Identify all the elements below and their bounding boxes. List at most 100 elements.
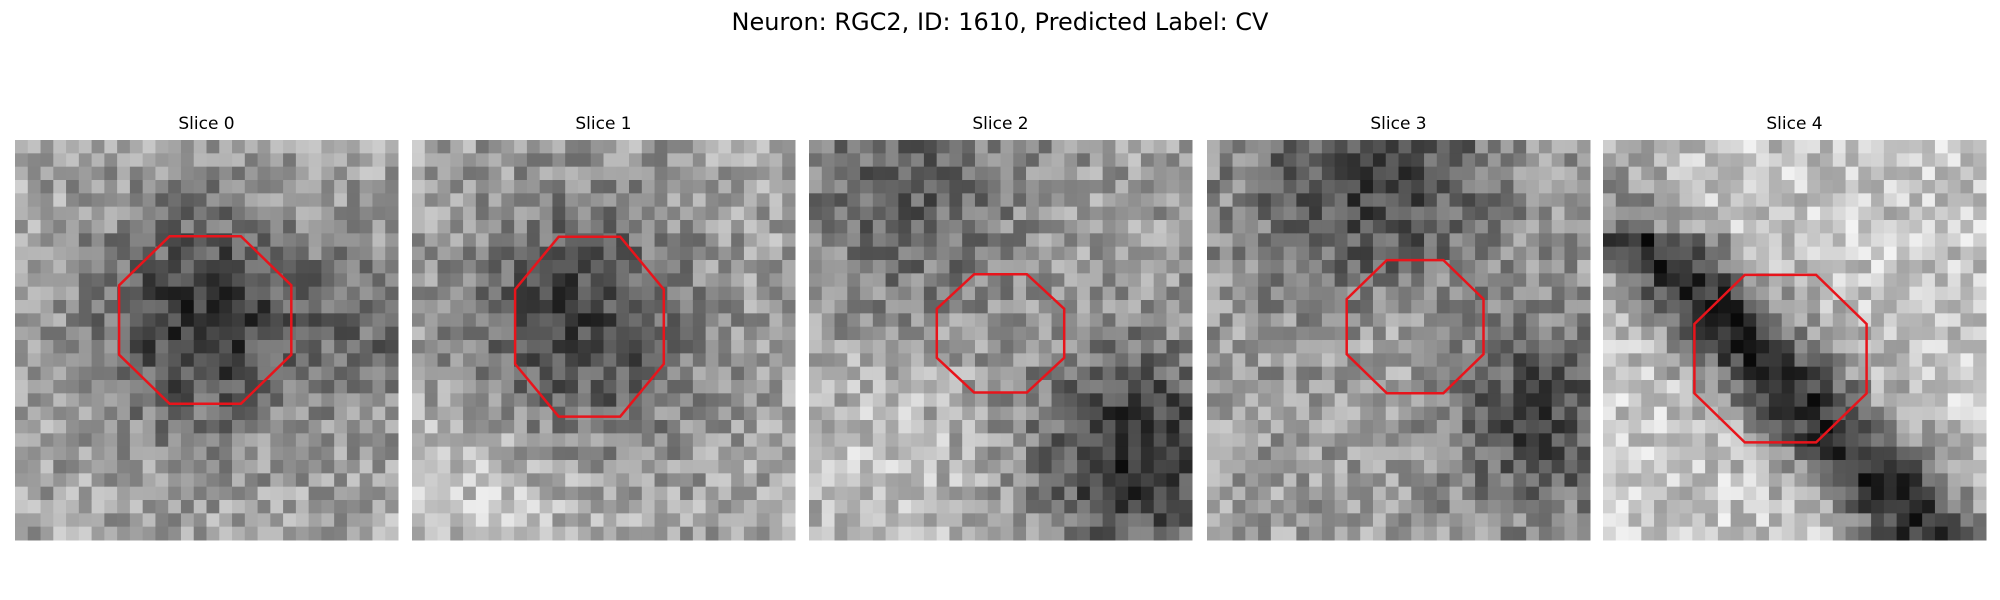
pixel bbox=[1115, 366, 1129, 381]
pixel bbox=[437, 380, 451, 394]
pixel bbox=[1309, 420, 1323, 434]
pixel bbox=[463, 273, 477, 288]
pixel bbox=[488, 246, 502, 261]
pixel bbox=[1922, 220, 1936, 234]
pixel bbox=[1064, 353, 1078, 368]
pixel bbox=[1270, 273, 1285, 288]
pixel bbox=[1922, 193, 1936, 208]
pixel bbox=[1258, 473, 1272, 488]
pixel bbox=[1487, 473, 1502, 488]
pixel bbox=[334, 353, 348, 368]
pixel bbox=[1128, 433, 1142, 448]
pixel bbox=[962, 193, 976, 208]
pixel bbox=[27, 380, 42, 394]
pixel bbox=[40, 246, 54, 261]
pixel bbox=[1372, 486, 1387, 501]
pixel bbox=[1462, 473, 1476, 488]
pixel bbox=[1064, 326, 1078, 341]
pixel bbox=[1219, 460, 1234, 474]
pixel bbox=[501, 313, 515, 328]
pixel bbox=[27, 300, 42, 314]
pixel bbox=[616, 300, 630, 314]
pixel bbox=[1654, 460, 1668, 474]
pixel bbox=[872, 313, 887, 328]
pixel bbox=[142, 326, 156, 341]
pixel bbox=[412, 340, 426, 354]
pixel bbox=[629, 460, 643, 474]
pixel bbox=[257, 460, 271, 474]
pixel bbox=[1832, 460, 1847, 474]
pixel bbox=[475, 513, 490, 528]
pixel bbox=[1140, 353, 1155, 368]
pixel bbox=[1615, 300, 1630, 314]
pixel bbox=[1283, 460, 1297, 474]
pixel bbox=[475, 313, 490, 328]
pixel bbox=[488, 153, 502, 168]
pixel bbox=[1551, 206, 1565, 221]
pixel bbox=[1089, 433, 1104, 448]
pixel bbox=[1947, 460, 1961, 474]
slice-image bbox=[1603, 140, 1987, 541]
pixel bbox=[1743, 460, 1757, 474]
pixel bbox=[923, 460, 938, 474]
pixel bbox=[1615, 513, 1630, 528]
pixel bbox=[27, 460, 42, 474]
pixel bbox=[1089, 233, 1104, 248]
pixel bbox=[809, 393, 823, 408]
pixel bbox=[385, 380, 399, 394]
pixel bbox=[1296, 486, 1310, 501]
pixel bbox=[847, 420, 861, 434]
pixel bbox=[142, 473, 156, 488]
pixel bbox=[860, 473, 874, 488]
pixel bbox=[1089, 300, 1104, 314]
pixel bbox=[1500, 313, 1514, 328]
pixel bbox=[334, 166, 348, 181]
pixel bbox=[193, 246, 207, 261]
pixel bbox=[603, 313, 617, 328]
pixel bbox=[1219, 166, 1234, 181]
pixel bbox=[1654, 380, 1668, 394]
pixel bbox=[308, 526, 322, 541]
pixel bbox=[1334, 366, 1348, 381]
pixel bbox=[1398, 206, 1412, 221]
pixel bbox=[1321, 446, 1336, 461]
pixel bbox=[1347, 513, 1361, 528]
pixel bbox=[283, 153, 297, 168]
pixel bbox=[1334, 206, 1348, 221]
pixel bbox=[1934, 233, 1949, 248]
pixel bbox=[923, 140, 938, 154]
pixel bbox=[219, 473, 233, 488]
pixel bbox=[1296, 526, 1310, 541]
pixel bbox=[1360, 500, 1374, 514]
pixel bbox=[475, 166, 490, 181]
pixel bbox=[1000, 193, 1014, 208]
pixel bbox=[1207, 393, 1221, 408]
pixel bbox=[321, 286, 335, 301]
pixel bbox=[1038, 140, 1053, 154]
pixel bbox=[155, 486, 169, 501]
pixel bbox=[590, 260, 604, 274]
pixel bbox=[1922, 286, 1936, 301]
pixel bbox=[898, 486, 912, 501]
pixel bbox=[155, 433, 169, 448]
pixel bbox=[1013, 206, 1027, 221]
pixel bbox=[180, 340, 195, 354]
pixel bbox=[1321, 460, 1336, 474]
pixel bbox=[219, 286, 233, 301]
pixel bbox=[475, 406, 490, 421]
pixel bbox=[244, 313, 259, 328]
pixel bbox=[1321, 193, 1336, 208]
pixel bbox=[1794, 486, 1808, 501]
pixel bbox=[1768, 393, 1783, 408]
pixel bbox=[1115, 486, 1129, 501]
pixel bbox=[821, 420, 836, 434]
pixel bbox=[219, 300, 233, 314]
pixel bbox=[1858, 313, 1872, 328]
pixel bbox=[1909, 153, 1923, 168]
pixel bbox=[860, 446, 874, 461]
pixel bbox=[1807, 153, 1821, 168]
pixel bbox=[1258, 286, 1272, 301]
pixel bbox=[27, 420, 42, 434]
pixel bbox=[1153, 153, 1167, 168]
pixel bbox=[1411, 300, 1425, 314]
